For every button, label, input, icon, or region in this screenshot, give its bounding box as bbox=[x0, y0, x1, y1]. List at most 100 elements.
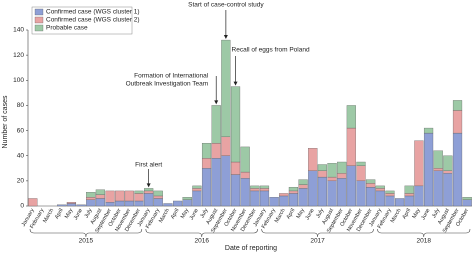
bar-segment bbox=[221, 39, 231, 138]
x-tick-label: May bbox=[412, 208, 423, 220]
bar-segment bbox=[86, 197, 96, 200]
bar-segment bbox=[144, 190, 154, 194]
bar-segment bbox=[95, 189, 105, 195]
bar-segment bbox=[414, 185, 424, 207]
bar-segment bbox=[356, 165, 366, 182]
bar-segment bbox=[366, 186, 376, 207]
bar-segment bbox=[124, 190, 134, 202]
bar-segment bbox=[211, 142, 221, 159]
bar-segment bbox=[279, 195, 289, 207]
bar-segment bbox=[240, 178, 250, 207]
legend-swatch bbox=[34, 8, 44, 16]
bar-segment bbox=[317, 176, 327, 207]
bar-segment bbox=[423, 127, 434, 134]
annotation-arrowhead bbox=[233, 81, 238, 86]
bar-segment bbox=[443, 170, 453, 174]
bar-segment bbox=[269, 197, 279, 207]
bar-segment bbox=[173, 200, 183, 207]
year-label: 2017 bbox=[310, 238, 325, 245]
legend-label: Confirmed case (WGS cluster 1) bbox=[46, 9, 140, 16]
year-brace bbox=[145, 228, 258, 238]
bar-segment bbox=[134, 200, 144, 207]
bar-segment bbox=[452, 132, 463, 207]
y-tick-label: 0 bbox=[20, 203, 24, 210]
bar-segment bbox=[375, 188, 385, 192]
bar-segment bbox=[192, 190, 202, 207]
bar-segment bbox=[153, 190, 163, 197]
bar-segment bbox=[86, 199, 96, 207]
bar-segment bbox=[28, 198, 38, 207]
y-tick-label: 100 bbox=[13, 77, 24, 84]
bar-segment bbox=[182, 199, 192, 207]
bar-segment bbox=[375, 190, 385, 207]
bar-segment bbox=[95, 198, 105, 207]
legend-swatch bbox=[34, 16, 44, 24]
x-tick-label: July bbox=[431, 208, 441, 220]
bar-segment bbox=[385, 190, 395, 194]
x-tick-label: June bbox=[305, 208, 316, 221]
bar-segment bbox=[250, 188, 260, 192]
bar-segment bbox=[317, 170, 327, 178]
bar-segment bbox=[433, 168, 443, 171]
x-tick-label: May bbox=[64, 208, 75, 220]
bar-segment bbox=[356, 180, 366, 207]
bar-segment bbox=[356, 161, 366, 166]
bar-segment bbox=[57, 204, 67, 207]
annotation-arrowhead bbox=[214, 100, 219, 105]
bar-segment bbox=[337, 161, 347, 174]
bar-segment bbox=[395, 198, 405, 207]
bar-segment bbox=[192, 185, 202, 189]
bar-segment bbox=[298, 179, 308, 185]
bar-segment bbox=[423, 132, 434, 207]
bar-segment bbox=[452, 110, 463, 134]
bar-segment bbox=[414, 140, 424, 187]
bar-segment bbox=[259, 188, 270, 192]
bar-segment bbox=[298, 188, 308, 207]
x-tick-label: July bbox=[84, 208, 94, 220]
x-tick-label: July bbox=[199, 208, 209, 220]
bar-segment bbox=[144, 193, 154, 207]
bar-segment bbox=[221, 155, 231, 207]
year-brace bbox=[261, 228, 374, 238]
bar-segment bbox=[192, 188, 202, 192]
x-tick-label: April bbox=[54, 208, 65, 221]
bar-segment bbox=[288, 190, 299, 194]
year-brace bbox=[29, 228, 143, 238]
bar-segment bbox=[452, 100, 463, 111]
year-brace bbox=[377, 228, 471, 238]
bar-segment bbox=[230, 161, 241, 175]
year-label: 2015 bbox=[79, 238, 94, 245]
bar-segment bbox=[443, 173, 453, 207]
x-tick-label: April bbox=[402, 208, 413, 221]
bar-segment bbox=[337, 178, 347, 207]
bar-segment bbox=[366, 183, 376, 188]
y-tick-label: 140 bbox=[13, 27, 24, 34]
bar-segment bbox=[86, 192, 96, 198]
bar-segment bbox=[182, 197, 192, 200]
bar-segment bbox=[124, 200, 134, 207]
x-tick-label: May bbox=[180, 208, 191, 220]
bar-segment bbox=[201, 142, 212, 159]
legend-label: Probable case bbox=[46, 25, 88, 32]
bar-segment bbox=[134, 190, 144, 194]
annotation: First alert bbox=[135, 162, 162, 169]
x-tick-label: June bbox=[189, 208, 200, 221]
annotation: Start of case-control study bbox=[188, 2, 264, 9]
bar-segment bbox=[327, 180, 337, 207]
bar-segment bbox=[144, 188, 154, 192]
legend-label: Confirmed case (WGS cluster 2) bbox=[46, 17, 140, 24]
bar-segment bbox=[443, 155, 453, 171]
bar-segment bbox=[66, 202, 77, 204]
y-tick-label: 120 bbox=[13, 52, 24, 59]
bar-segment bbox=[462, 197, 472, 200]
bar-segment bbox=[385, 195, 395, 207]
y-tick-label: 60 bbox=[17, 127, 25, 134]
bar-segment bbox=[346, 165, 356, 207]
bar-segment bbox=[201, 168, 212, 207]
x-tick-label: June bbox=[420, 208, 431, 221]
bar-segment bbox=[346, 105, 356, 129]
bar-segment bbox=[105, 202, 115, 207]
bar-segment bbox=[76, 204, 86, 207]
bar-segment bbox=[317, 164, 327, 171]
